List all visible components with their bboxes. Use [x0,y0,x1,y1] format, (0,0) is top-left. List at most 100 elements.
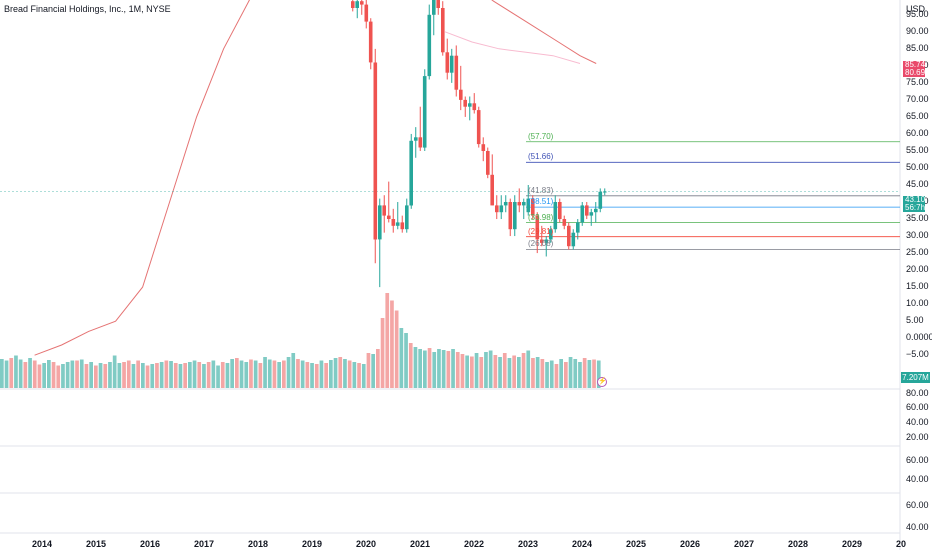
price-tick-label: 10.00 [906,298,929,309]
year-tick-label: 2026 [680,539,701,549]
candle-body [522,202,526,206]
volume-bar [554,364,559,388]
fib-level-label: (41.83) [528,185,554,195]
ma-line-short [444,31,581,64]
volume-bar [432,352,437,388]
candle-body [449,55,454,73]
candle-body [553,202,558,230]
pane-separators [0,0,901,550]
volume-bar [197,362,202,388]
candle-body [418,137,423,148]
volume-bar [559,359,563,388]
volume-bar [484,352,488,388]
volume-bar [517,357,521,388]
volume-bar [380,318,385,388]
volume-bar [451,349,455,388]
volume-bar [141,363,145,388]
volume-bar [573,359,578,388]
candle-body [603,191,607,193]
year-tick-label: 2023 [518,539,539,549]
volume-bar [338,357,343,388]
volume-bar [79,359,84,388]
fib-level-label: (38.51) [528,197,554,207]
volume-bar [310,363,314,388]
price-tick-label: 60.00 [906,127,929,138]
candle-body [351,1,355,9]
year-tick-label: 2024 [572,539,593,549]
volume-bar [37,364,42,388]
volume-bar [183,363,187,388]
candlesticks[interactable] [351,0,607,288]
volume-bar [371,354,375,388]
candle-body [373,62,378,240]
volume-bar [230,359,234,388]
volume-bar [28,358,32,388]
candle-body [567,225,571,247]
volume-bar [521,353,526,388]
volume-bar [244,362,249,388]
volume-bar [65,362,70,388]
volume-bar [122,362,126,388]
volume-bar [282,360,286,388]
volume-bar [159,362,164,388]
price-tick-label: 30.00 [906,230,929,241]
volume-bar [488,350,493,388]
volume-bar [84,364,89,388]
volume-bar [126,360,131,388]
year-tick-label: 2016 [140,539,161,549]
volume-bar [51,362,56,388]
year-tick-label: 2021 [410,539,431,549]
candle-body [476,110,481,145]
volume-bar [164,360,169,388]
candle-body [405,205,409,230]
candle-body [378,205,382,240]
candle-body [472,103,477,111]
fib-level-label: (51.66) [528,152,554,162]
volume-bar [173,363,178,388]
fib-level-label: (57.70) [528,131,554,141]
year-tick-label: 2027 [734,539,755,549]
candle-body [598,191,603,209]
volume-bar [564,362,568,388]
volume-bar [94,365,98,388]
currency-label[interactable]: USD [906,4,926,14]
candle-body [382,205,386,216]
volume-bar [18,359,23,388]
volume-bar [117,363,122,388]
candle-body [558,202,562,219]
volume-bars [0,293,601,388]
volume-bar [112,355,117,388]
year-tick-label: 2029 [842,539,863,549]
volume-bar [98,363,103,388]
fibonacci-retracement[interactable] [526,141,900,250]
volume-bar [131,364,136,388]
volume-bar [460,354,465,388]
price-tick-label: 70.00 [906,93,929,104]
volume-bar [376,349,380,388]
price-tick-label: 75.00 [906,76,929,87]
volume-bar [408,343,413,388]
volume-bar [427,348,432,388]
volume-bar [549,360,554,388]
indicator-tick-label: 20.00 [906,432,929,442]
volume-bar [216,365,220,388]
candle-body [395,222,400,226]
year-tick-label: 2014 [32,539,53,549]
candle-body [364,4,369,22]
current-price-tag: 43.10 [903,196,925,204]
volume-bar [211,360,216,388]
year-tick-label: 2025 [626,539,647,549]
price-tick-label: 45.00 [906,179,929,189]
candle-body [463,99,467,107]
candle-body [576,222,580,233]
volume-bar [267,359,272,388]
volume-bar [366,353,371,388]
volume-bar [343,359,347,388]
dividend-flash-icon[interactable]: ⚡ [597,377,607,387]
candle-body [549,229,553,240]
candle-body [368,21,373,63]
volume-bar [465,355,469,388]
volume-bar [592,359,596,388]
symbol-title[interactable]: Bread Financial Holdings, Inc., 1M, NYSE [4,4,171,14]
